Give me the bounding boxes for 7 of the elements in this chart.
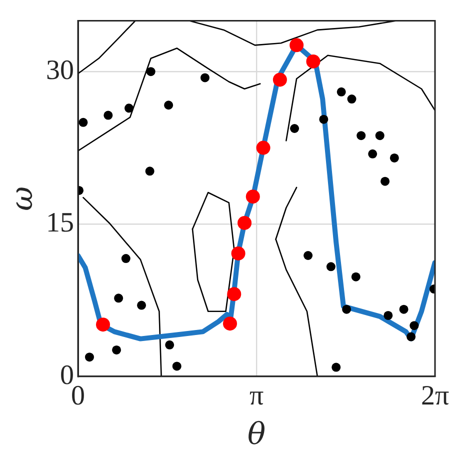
- y-tick-label: 0: [60, 360, 74, 391]
- x-tick-label: π: [249, 380, 264, 412]
- x-axis-title: θ: [247, 416, 266, 452]
- x-tick-label: 2π: [420, 380, 450, 412]
- y-tick-label: 15: [46, 207, 74, 238]
- y-axis-title: ω: [4, 186, 40, 211]
- y-tick-label: 30: [46, 54, 74, 86]
